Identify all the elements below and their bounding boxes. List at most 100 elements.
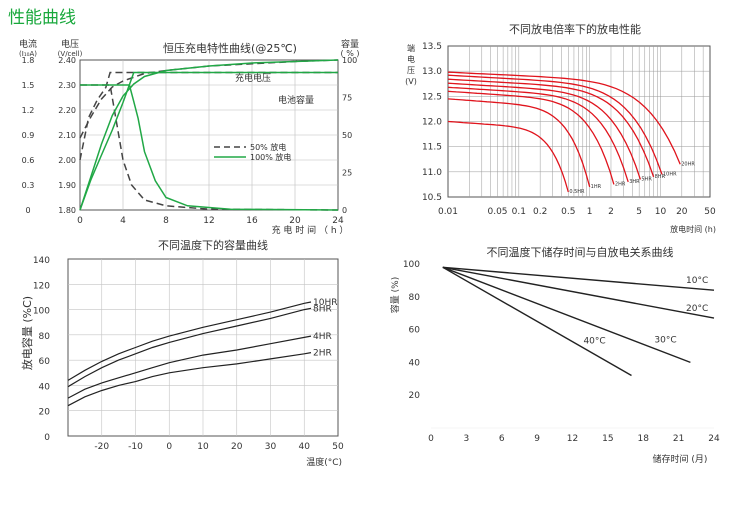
discharge-x-tick: 50 [704, 207, 716, 217]
storage-x-tick: 9 [534, 434, 540, 444]
current-tick: 0.9 [22, 131, 35, 140]
capacity-tick: 0 [342, 206, 347, 215]
legend-50-label: 50% 放电 [250, 142, 286, 152]
discharge-x-tick: 2 [608, 207, 614, 217]
temperature-y-tick: 20 [39, 408, 51, 418]
charge-x-tick: 12 [203, 216, 214, 226]
storage-x-tick: 12 [567, 434, 578, 444]
discharge-y-label-4: (V) [405, 77, 417, 86]
discharge-ticks: 13.513.012.512.011.511.010.50.01 0.05 0.1 0… [422, 42, 716, 217]
temperature-y-tick: 40 [39, 382, 51, 392]
discharge-curve-label: 2HR [615, 181, 626, 187]
page-title: 性能曲线 [8, 8, 76, 28]
charge-grid [79, 59, 339, 211]
capacity-tick: 100 [342, 56, 357, 65]
charge-series-line [80, 84, 339, 211]
storage-y-tick: 100 [403, 260, 420, 270]
temperature-x-tick: 20 [231, 442, 243, 452]
discharge-x-axis-label: 放电时间 (h) [670, 224, 716, 234]
charge-series-line [79, 59, 339, 211]
discharge-chart: 不同放电倍率下的放电性能 端 电 压 (V) 13.5 13.0 12.5 12.0 1… [405, 22, 716, 234]
discharge-x-tick: 0.2 [533, 207, 547, 217]
temperature-y-tick: 100 [33, 307, 50, 317]
discharge-x-tick: 1 [587, 207, 593, 217]
current-axis-unit: (I₁₀A) [19, 50, 37, 58]
temperature-chart: 不同温度下的容量曲线 放电容量 (%C) -20 -10 0 10 20 30 40 50 0 2… [20, 238, 344, 468]
discharge-curve-1hr [447, 98, 591, 188]
temperature-y-tick: 120 [33, 281, 50, 291]
discharge-curve-label: 3HR [629, 179, 640, 185]
charge-series-line [79, 71, 338, 211]
charge-ticks: 0 4 8 12 16 20 242.402.302.202.102.001.901.801… [22, 56, 358, 226]
charge-x-tick: 0 [77, 216, 83, 226]
temperature-x-tick: 30 [265, 442, 277, 452]
discharge-y-tick: 10.5 [422, 193, 442, 203]
storage-x-tick: 15 [602, 434, 613, 444]
voltage-tick: 2.10 [58, 131, 76, 140]
charge-chart: 恒压充电特性曲线(@25℃) 电流 (I₁₀A) 电压 (V/cell) 容量 … [19, 38, 359, 236]
charge-voltage-annotation: 充电电压 [235, 72, 271, 84]
temperature-grid [67, 258, 339, 437]
voltage-tick: 2.40 [58, 56, 76, 65]
discharge-x-tick: 0.01 [438, 207, 458, 217]
capacity-tick: 50 [342, 131, 352, 140]
discharge-curve-label: 0.5HR [569, 189, 585, 195]
temperature-x-tick: 40 [299, 442, 311, 452]
temperature-curve-label: 2HR [313, 349, 332, 359]
discharge-x-tick: 0.05 [487, 207, 507, 217]
storage-line-40-c [442, 266, 632, 377]
storage-x-tick: 24 [708, 434, 720, 444]
charge-x-tick: 20 [289, 216, 301, 226]
temperature-curve-2hr [67, 352, 312, 407]
storage-line-30-c [442, 266, 691, 364]
temperature-y-tick: 80 [39, 332, 51, 342]
capacity-axis-unit: ( % ) [341, 49, 360, 58]
storage-chart: 不同温度下储存时间与自放电关系曲线 容量 (%) 0 3 6 9 12 15 18 21 24 2… [389, 245, 720, 465]
charge-series-line [79, 59, 339, 139]
storage-x-tick: 3 [464, 434, 470, 444]
charge-x-tick: 8 [163, 216, 169, 226]
temperature-x-tick: 0 [166, 442, 172, 452]
voltage-axis-unit: (V/cell) [58, 50, 83, 58]
storage-line-label: 30°C [654, 335, 676, 345]
discharge-x-tick: 0.1 [512, 207, 526, 217]
storage-y-tick: 60 [409, 326, 421, 336]
discharge-y-tick: 12.5 [422, 92, 442, 102]
temperature-chart-title: 不同温度下的容量曲线 [158, 238, 268, 252]
discharge-x-tick: 20 [676, 207, 688, 217]
temperature-ticks: -20 -10 0 10 20 30 40 50 0 20 40 60 80 100 120 140 [33, 256, 344, 452]
storage-line-label: 10°C [686, 276, 708, 286]
storage-line-label: 40°C [583, 337, 605, 347]
storage-y-tick: 80 [409, 293, 421, 303]
temperature-y-tick: 0 [44, 433, 50, 443]
current-tick: 0.6 [22, 156, 35, 165]
discharge-curve-label: 8HR [655, 174, 666, 180]
discharge-y-label-2: 电 [407, 54, 415, 64]
temperature-x-tick: -20 [94, 442, 109, 452]
storage-chart-title: 不同温度下储存时间与自放电关系曲线 [487, 245, 674, 259]
capacity-tick: 75 [342, 94, 352, 103]
temperature-curve-10hr [67, 301, 312, 381]
storage-line-20-c [442, 266, 715, 319]
temperature-curve-4hr [67, 335, 312, 399]
discharge-curve-label: 10HR [663, 171, 677, 177]
temperature-x-axis-label: 温度(°C) [306, 456, 342, 468]
storage-y-tick: 40 [409, 358, 421, 368]
voltage-tick: 2.30 [58, 81, 76, 90]
voltage-tick: 1.80 [58, 206, 76, 215]
current-tick: 1.8 [22, 56, 35, 65]
discharge-x-tick: 5 [636, 207, 642, 217]
discharge-curve-label: 20HR [681, 161, 695, 167]
charge-x-tick: 24 [332, 216, 344, 226]
temperature-y-tick: 60 [39, 357, 51, 367]
storage-line-10-c [442, 266, 715, 291]
voltage-tick: 1.90 [58, 181, 76, 190]
discharge-curve-2hr [447, 90, 615, 185]
current-tick: 1.2 [22, 106, 35, 115]
storage-y-axis-label: 容量 (%) [389, 277, 401, 313]
battery-capacity-annotation: 电池容量 [278, 94, 314, 106]
temperature-x-tick: 10 [197, 442, 209, 452]
discharge-y-label-3: 压 [407, 66, 415, 75]
